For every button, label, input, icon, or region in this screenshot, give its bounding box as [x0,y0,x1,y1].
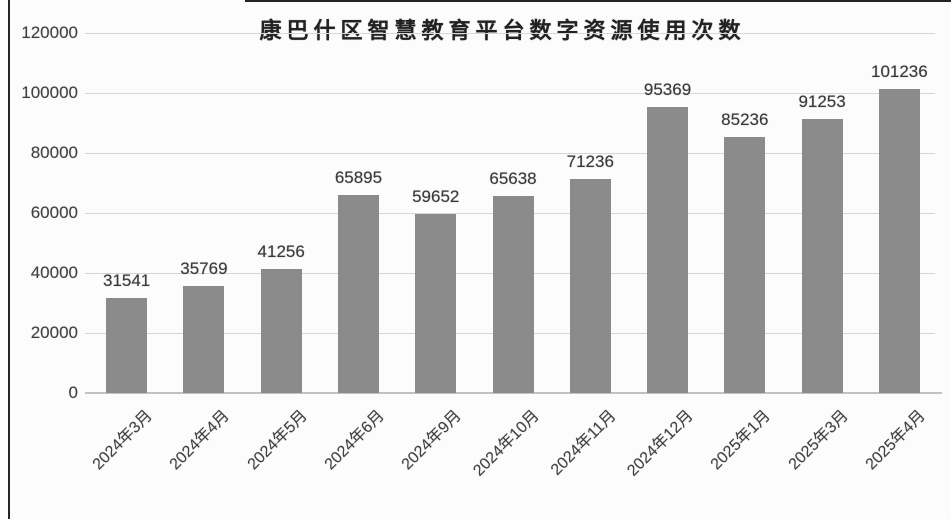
scan-artifact-left-line [8,0,10,519]
y-tick-label: 40000 [30,263,78,282]
x-axis-label: 2025年3月 [785,407,852,474]
scan-artifact-top-line [245,0,951,2]
y-tick-label: 20000 [30,323,78,342]
bar-value-label: 41256 [257,242,305,262]
bar-value-label: 65638 [489,169,537,189]
x-axis-label: 2024年12月 [624,407,697,480]
gridline-100000 [85,93,935,94]
bar-value-label: 71236 [566,152,614,172]
y-tick-label: 120000 [21,23,78,42]
x-axis-label: 2024年5月 [244,407,311,474]
x-axis-label: 2025年1月 [707,407,775,474]
y-tick-label: 100000 [21,83,78,102]
bar-2024年6月 [337,195,379,393]
bar-value-label: 59652 [412,187,460,207]
x-axis-label: 2024年6月 [321,407,388,474]
bar-2024年11月 [569,179,611,393]
bar-2025年3月 [801,119,843,393]
y-tick-label: 80000 [30,143,78,162]
bar-value-label: 95369 [643,79,692,99]
bar-value-label: 91253 [798,92,846,112]
chart-title: 康巴什区智慧教育平台数字资源使用次数 [259,18,746,43]
bar-2024年12月 [647,106,689,393]
bar-2025年1月 [724,137,766,393]
bar-value-label: 101236 [870,62,928,82]
y-tick-label: 60000 [30,203,78,222]
bar-2024年10月 [492,196,534,393]
bar-2024年4月 [183,285,225,393]
bar-value-label: 35769 [180,258,228,278]
gridline-80000 [85,153,935,154]
y-tick-label: 0 [68,383,78,402]
x-axis-line [85,392,942,394]
x-axis-label: 2024年3月 [89,407,156,474]
x-axis-label: 2024年11月 [547,407,620,479]
x-axis-label: 2024年10月 [469,407,543,480]
bar-2025年4月 [878,89,920,393]
bar-2024年3月 [106,298,148,393]
x-axis-label: 2025年4月 [862,407,929,474]
bar-value-label: 85236 [721,110,769,130]
x-axis-label: 2024年9月 [398,407,465,474]
bar-2024年9月 [415,214,457,393]
bar-2024年5月 [260,269,302,393]
bar-value-label: 31541 [102,271,151,291]
x-axis-label: 2024年4月 [167,407,234,474]
gridline-120000 [85,33,935,34]
bar-value-label: 65895 [334,168,383,188]
